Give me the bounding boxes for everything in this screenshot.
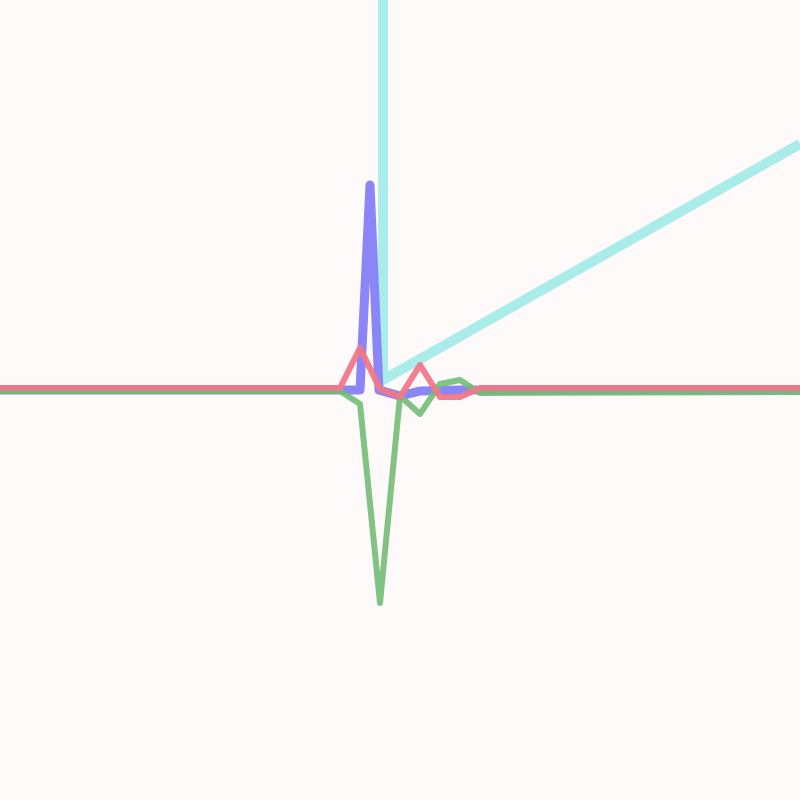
series-layer (0, 0, 800, 606)
series-line-red (0, 345, 800, 400)
series-line-green (0, 377, 800, 606)
